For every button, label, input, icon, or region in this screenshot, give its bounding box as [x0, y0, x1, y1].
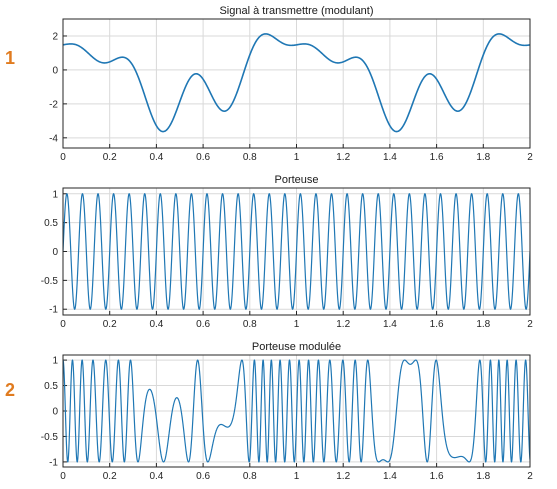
tick-label-x: 1 — [294, 471, 300, 482]
tick-label-x: 1 — [294, 319, 300, 330]
tick-label-y: -0.5 — [41, 432, 59, 443]
tick-label-x: 0.8 — [243, 152, 257, 163]
series-line — [63, 33, 530, 133]
tick-label-x: 0.6 — [196, 471, 210, 482]
tick-label-x: 0 — [60, 319, 66, 330]
tick-label-x: 2 — [527, 319, 533, 330]
panel-label-1: 1 — [5, 48, 16, 68]
tick-label-x: 1.2 — [336, 471, 350, 482]
panel-label-2: 2 — [5, 380, 16, 400]
tick-label-x: 0.6 — [196, 319, 210, 330]
tick-label-x: 0.2 — [103, 319, 117, 330]
tick-label-y: 0 — [52, 247, 58, 258]
tick-label-x: 1.4 — [383, 319, 397, 330]
tick-label-x: 0.2 — [103, 152, 117, 163]
tick-label-x: 1.8 — [476, 319, 490, 330]
tick-label-x: 1 — [294, 152, 300, 163]
tick-label-y: -1 — [49, 305, 58, 316]
chart-title: Signal à transmettre (modulant) — [219, 5, 373, 17]
tick-label-y: -4 — [49, 133, 58, 144]
tick-label-y: 1 — [52, 356, 58, 367]
tick-label-y: 2 — [52, 31, 58, 42]
tick-label-y: 0.5 — [44, 218, 58, 229]
axes-frame — [62, 18, 531, 149]
tick-label-x: 0.4 — [149, 319, 163, 330]
tick-label-x: 0.4 — [149, 471, 163, 482]
tick-label-x: 0 — [60, 152, 66, 163]
tick-label-x: 1.6 — [430, 471, 444, 482]
tick-label-x: 1.2 — [336, 319, 350, 330]
tick-label-x: 0.2 — [103, 471, 117, 482]
tick-label-y: 0 — [52, 407, 58, 418]
tick-label-x: 2 — [527, 471, 533, 482]
chart-title: Porteuse modulée — [252, 341, 341, 353]
tick-label-x: 1.8 — [476, 152, 490, 163]
tick-label-x: 1.6 — [430, 319, 444, 330]
tick-label-x: 1.6 — [430, 152, 444, 163]
tick-label-x: 2 — [527, 152, 533, 163]
tick-label-x: 0.6 — [196, 152, 210, 163]
axes-frame — [62, 354, 531, 468]
tick-label-x: 0.8 — [243, 471, 257, 482]
tick-label-x: 0 — [60, 471, 66, 482]
tick-label-y: 0 — [52, 65, 58, 76]
tick-label-y: -0.5 — [41, 276, 59, 287]
tick-label-y: 1 — [52, 189, 58, 200]
tick-label-y: -1 — [49, 457, 58, 468]
tick-label-x: 0.4 — [149, 152, 163, 163]
tick-label-y: 0.5 — [44, 381, 58, 392]
tick-label-x: 1.2 — [336, 152, 350, 163]
series-line — [63, 359, 530, 463]
tick-label-x: 1.8 — [476, 471, 490, 482]
tick-label-x: 0.8 — [243, 319, 257, 330]
axes-frame — [62, 187, 531, 316]
tick-label-x: 1.4 — [383, 152, 397, 163]
series-line — [63, 193, 530, 310]
chart-title: Porteuse — [274, 174, 318, 186]
tick-label-x: 1.4 — [383, 471, 397, 482]
tick-label-y: -2 — [49, 99, 58, 110]
